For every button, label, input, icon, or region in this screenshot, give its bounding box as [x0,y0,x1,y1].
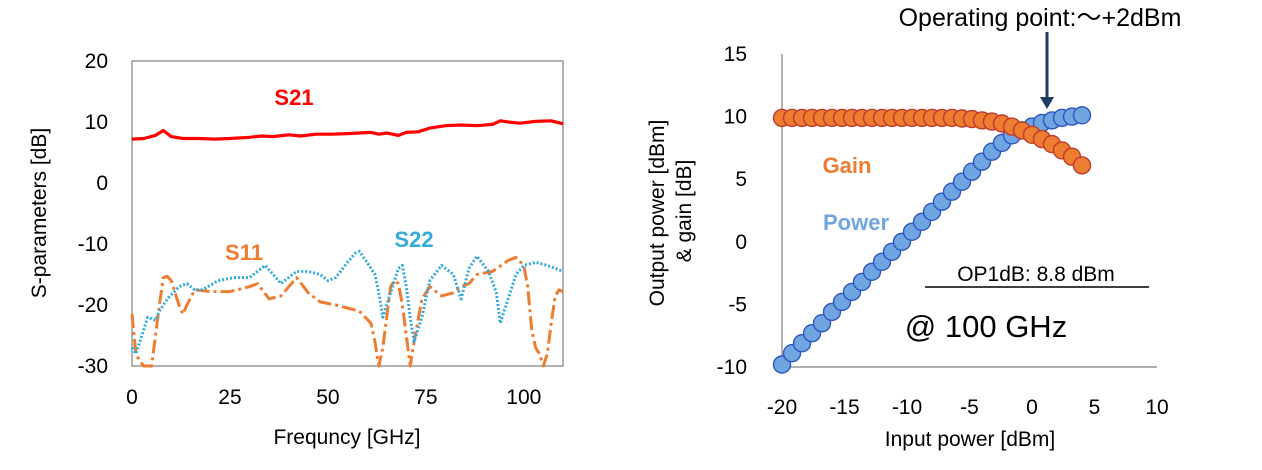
right-y-tick-label: 10 [724,106,747,129]
right-x-tick-label: -20 [767,396,797,419]
data-point-gain [1072,156,1092,175]
left-y-tick-label: -10 [78,233,108,256]
left-x-tick-label: 0 [126,386,138,409]
left-y-tick-label: -20 [78,294,108,317]
right-y-tick-label: 15 [724,43,747,66]
right-x-tick-label: 10 [1145,396,1168,419]
left-y-tick-label: 10 [85,111,108,134]
left-y-tick-label: 0 [96,172,108,195]
left-plot-frame [131,60,564,367]
right-y-tick-label: -10 [717,356,747,379]
right-y-axis-label-line1: Output power [dBm] [646,120,669,307]
right-x-tick-label: -5 [960,396,979,419]
left-x-tick-label: 100 [506,386,541,409]
series-line-s22 [130,249,564,356]
power-gain-chart: -20 -15 -10 -5 0 5 10 15 10 5 0 -5 -10 Input power [… [646,4,1181,451]
frequency-annotation: @ 100 GHz [905,309,1067,344]
right-y-tick-label: 5 [735,168,747,191]
series-label-s22: S22 [394,227,433,252]
data-point-power [1072,106,1092,125]
right-y-tick-label: 0 [735,231,747,254]
op1db-annotation: OP1dB: 8.8 dBm [957,263,1115,286]
operating-point-arrow [1040,32,1054,109]
right-x-tick-label: 5 [1089,396,1101,419]
left-y-tick-label: -30 [78,355,108,378]
right-y-tick-label: -5 [728,293,747,316]
left-y-axis-label: S-parameters [dB] [28,128,51,298]
right-x-axis-label: Input power [dBm] [885,428,1055,451]
right-x-tick-label: -10 [892,396,922,419]
left-x-tick-label: 50 [316,386,339,409]
series-label-s11: S11 [225,240,263,265]
series-line-s21 [131,119,564,141]
series-line-s11 [130,255,564,368]
right-x-tick-label: 0 [1026,396,1038,419]
series-label-s21: S21 [274,85,313,110]
left-x-axis-label: Frequncy [GHz] [273,426,420,449]
left-x-tick-label: 25 [218,386,241,409]
right-x-tick-label: -15 [829,396,859,419]
left-y-tick-label: 20 [85,50,108,73]
series-label-gain: Gain [823,153,872,178]
right-y-axis-label-line2: & gain [dB] [673,160,696,263]
left-x-tick-label: 75 [414,386,437,409]
operating-point-annotation: Operating point:～+2dBm [899,4,1182,32]
series-label-power: Power [823,210,889,235]
